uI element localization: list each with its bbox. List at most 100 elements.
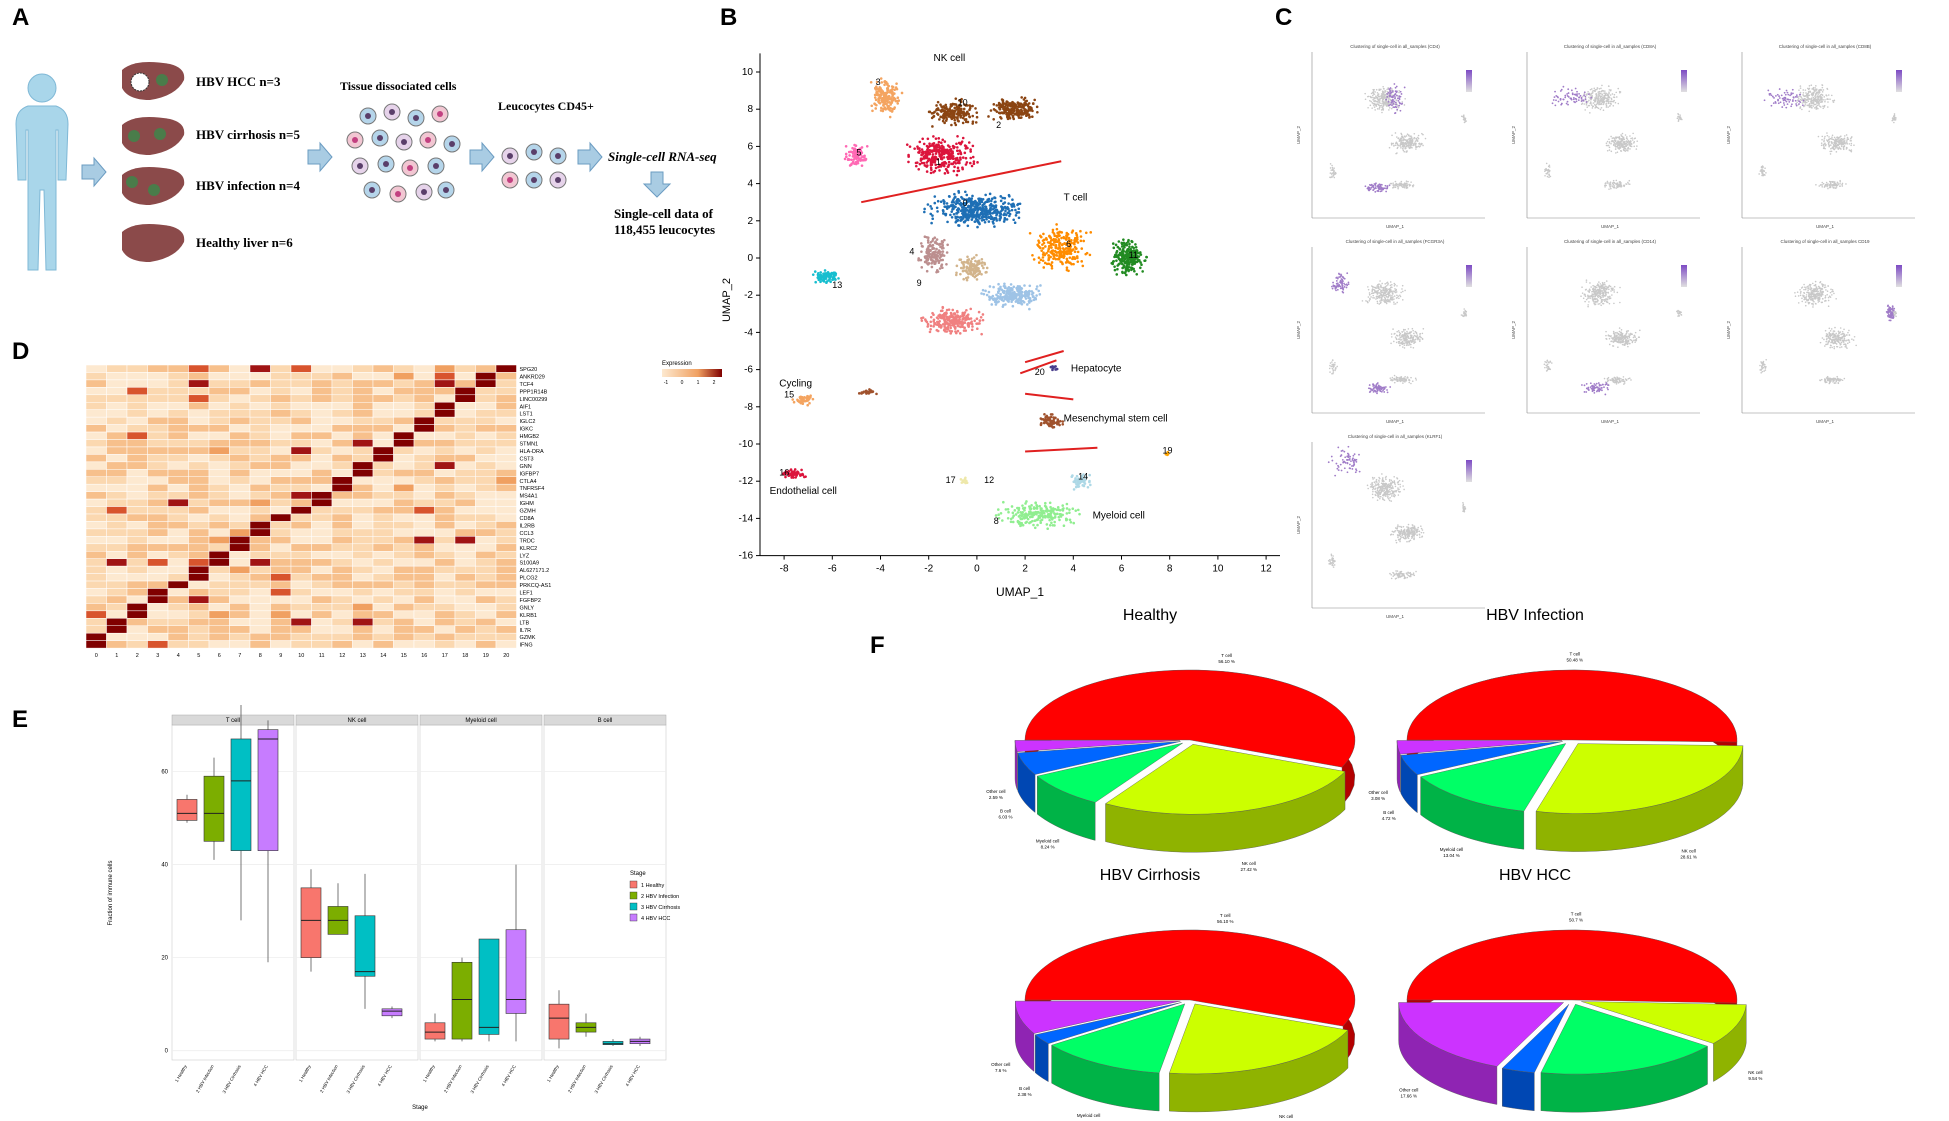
cluster-number-label: 4 — [909, 246, 914, 256]
umap-point — [933, 169, 937, 173]
umap-point — [1005, 218, 1009, 221]
feature-point-highlight — [1566, 93, 1568, 95]
feature-point-highlight — [1554, 90, 1556, 93]
umap-point — [962, 277, 965, 281]
umap-point — [934, 166, 938, 170]
umap-point — [1053, 520, 1056, 524]
umap-point — [1052, 238, 1056, 242]
umap-point — [986, 199, 990, 202]
umap-point — [1041, 509, 1044, 513]
umap-point — [1039, 417, 1043, 420]
feature-point — [1627, 183, 1630, 185]
umap-point — [1066, 232, 1070, 236]
feature-point — [1677, 113, 1680, 116]
feature-point — [1409, 146, 1412, 149]
feature-point — [1394, 132, 1397, 134]
feature-point — [1617, 141, 1620, 144]
umap-point — [992, 117, 995, 121]
umap-point — [1017, 216, 1021, 220]
umap-point — [1046, 416, 1050, 419]
umap-point — [964, 203, 967, 206]
umap-point — [1055, 254, 1058, 257]
feature-point — [1370, 96, 1373, 99]
umap-point — [1039, 234, 1042, 238]
umap-point — [1051, 507, 1055, 510]
umap-point — [953, 112, 956, 116]
umap-point — [983, 208, 987, 212]
umap-point — [1054, 245, 1058, 249]
umap-point — [1047, 418, 1050, 421]
feature-point — [1596, 88, 1598, 91]
umap-point — [978, 322, 981, 325]
cluster-number-label: 11 — [1129, 250, 1138, 260]
umap-point — [1002, 299, 1005, 303]
cell-type-label: Hepatocyte — [1071, 363, 1122, 374]
umap-point — [847, 150, 851, 154]
umap-point — [1060, 236, 1063, 240]
umap-point — [828, 276, 832, 280]
umap-point — [946, 108, 950, 112]
umap-point — [1017, 207, 1021, 211]
feature-point — [1410, 142, 1412, 144]
feature-point-highlight — [1557, 100, 1560, 103]
cluster-number-label: 0 — [962, 198, 967, 208]
feature-point — [1395, 99, 1398, 101]
umap-point — [963, 151, 967, 155]
feature-point — [1619, 185, 1621, 188]
feature-point-highlight — [1580, 96, 1583, 99]
umap-point — [1020, 110, 1024, 114]
umap-point — [961, 121, 965, 125]
umap-point — [1131, 245, 1134, 249]
umap-point — [957, 159, 961, 163]
umap-point — [929, 166, 933, 170]
umap-point — [1053, 256, 1056, 260]
umap-point — [864, 389, 868, 393]
umap-point — [955, 149, 959, 153]
umap-point — [983, 261, 986, 265]
feature-point-highlight — [1368, 183, 1371, 186]
feature-point — [1630, 145, 1633, 148]
umap-point — [862, 158, 866, 162]
umap-point — [989, 207, 992, 210]
umap-point — [941, 119, 945, 123]
feature-point — [1610, 102, 1612, 105]
feature-point — [1378, 106, 1381, 109]
umap-point — [1044, 516, 1047, 519]
umap-point — [957, 189, 960, 193]
arrow-icon — [469, 141, 495, 173]
feature-point — [1585, 94, 1588, 96]
umap-point — [958, 110, 961, 114]
umap-point — [929, 171, 933, 175]
feature-point — [1387, 87, 1389, 89]
umap-point — [1028, 115, 1031, 119]
umap-point — [952, 103, 956, 106]
umap-point — [977, 269, 981, 273]
feature-point-highlight — [1587, 93, 1590, 96]
feature-point — [1630, 137, 1632, 140]
umap-point — [929, 204, 932, 208]
umap-point — [1032, 258, 1036, 261]
feature-point — [1628, 179, 1631, 182]
feature-point — [1604, 90, 1606, 92]
feature-point — [1625, 137, 1628, 140]
feature-point — [1677, 119, 1680, 121]
umap-point — [883, 83, 886, 87]
feature-point — [1424, 137, 1427, 140]
feature-point-highlight — [1389, 87, 1392, 89]
umap-point — [1011, 114, 1015, 118]
umap-point — [1001, 305, 1005, 308]
feature-point — [1595, 95, 1597, 98]
umap-point — [867, 392, 871, 395]
umap-point — [978, 222, 981, 226]
umap-point — [1021, 523, 1025, 527]
feature-point — [1414, 144, 1417, 146]
umap-point — [1068, 518, 1072, 522]
umap-point — [1035, 510, 1038, 514]
umap-point — [935, 247, 938, 251]
umap-point — [1039, 521, 1043, 525]
feature-point — [1608, 91, 1610, 93]
feature-point — [1615, 152, 1617, 154]
feature-point — [1400, 133, 1403, 136]
umap-point — [999, 103, 1002, 106]
feature-point-highlight — [1583, 91, 1586, 94]
